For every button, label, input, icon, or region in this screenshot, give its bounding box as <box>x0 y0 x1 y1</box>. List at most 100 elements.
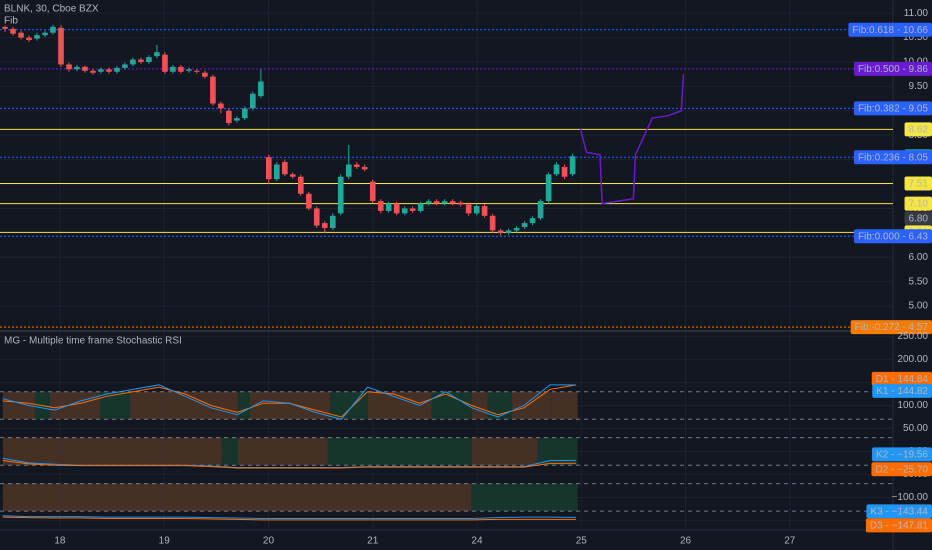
candle-body <box>26 37 32 41</box>
candle-body <box>409 208 416 211</box>
candle-body <box>313 208 320 226</box>
candle-body <box>170 66 176 72</box>
candle-body <box>561 166 568 177</box>
candle-body <box>218 103 224 109</box>
x-tick-label: 25 <box>576 536 588 547</box>
price-tag: Fib:-0.272 - 4.57 <box>850 320 932 335</box>
price-tag: Fib:0.500 - 9.86 <box>853 61 932 76</box>
candle-body <box>274 164 280 180</box>
tag-box <box>871 462 932 477</box>
y-tick-label: 50.00 <box>903 423 928 434</box>
tag-label: 6.80 <box>909 213 929 224</box>
candle-body <box>401 208 408 214</box>
tag-box <box>853 101 932 116</box>
tag-box <box>866 504 932 519</box>
candle-body <box>385 203 392 211</box>
candle-body <box>433 201 440 204</box>
price-tag: D2 - −25.70 <box>871 462 932 477</box>
y-tick-label: 5.50 <box>909 276 929 287</box>
zone <box>49 391 100 420</box>
candle-body <box>537 201 544 219</box>
zone <box>327 437 472 466</box>
zone <box>471 391 488 420</box>
candle-body <box>282 162 288 175</box>
y-tick-label: 11.00 <box>904 8 929 19</box>
tag-label: Fib:0.618 - 10.66 <box>852 25 928 36</box>
candle-body <box>497 230 504 233</box>
candle-body <box>449 201 456 204</box>
candle-body <box>529 218 536 224</box>
candle-body <box>146 57 152 62</box>
x-tick-label: 18 <box>54 536 66 547</box>
price-tag: Fib:0.382 - 9.05 <box>853 101 932 116</box>
candle-body <box>481 206 488 216</box>
candle-body <box>425 201 432 204</box>
price-tag: 7.10 <box>904 196 932 211</box>
candle-body <box>297 176 304 194</box>
candle-body <box>138 59 144 62</box>
tag-box <box>872 383 932 398</box>
stoch-line <box>2 460 577 469</box>
tag-label: 7.51 <box>909 179 929 190</box>
zone <box>471 483 578 512</box>
candle-body <box>241 108 248 119</box>
tag-box <box>853 61 932 76</box>
candle-body <box>417 203 424 211</box>
candle-body <box>553 164 560 175</box>
projection-line <box>579 74 685 205</box>
candle-body <box>321 223 328 228</box>
candle-body <box>369 181 376 202</box>
price-tag: K3 - −143.44 <box>866 504 932 519</box>
candle-body <box>74 66 80 70</box>
candle-body <box>194 70 200 72</box>
price-tag: 6.80 <box>904 211 932 226</box>
candle-body <box>226 110 232 124</box>
candle-body <box>130 59 136 65</box>
stoch-line <box>2 515 577 520</box>
y-tick-label: 100.00 <box>897 400 928 411</box>
candle-body <box>306 193 312 209</box>
tag-box <box>848 22 932 37</box>
zone <box>99 391 130 420</box>
price-tag: 7.51 <box>904 176 932 191</box>
tag-box <box>904 176 932 191</box>
candle-body <box>90 70 96 73</box>
price-tag: K2 - −19.56 <box>872 447 932 462</box>
x-tick-label: 21 <box>367 536 379 547</box>
chart-title: BLNK, 30, Cboe BZX <box>4 4 99 15</box>
tag-box <box>904 196 932 211</box>
tag-label: D3 - −147.81 <box>870 520 929 531</box>
chart-subtitle: Fib <box>4 16 18 27</box>
candle-body <box>545 174 552 202</box>
candle-body <box>489 215 496 231</box>
tag-label: K1 - 144.82 <box>876 386 928 397</box>
candle-body <box>250 93 256 109</box>
chart-title: MG - Multiple time frame Stochastic RSI <box>4 336 182 347</box>
price-tag: D3 - −147.81 <box>865 518 932 533</box>
zone <box>471 437 538 466</box>
candle-body <box>210 76 216 104</box>
y-tick-label: −100.00 <box>892 492 929 503</box>
candle-body <box>234 118 240 121</box>
tag-label: 7.10 <box>909 199 929 210</box>
candle-body <box>10 28 16 34</box>
y-tick-label: 200.00 <box>897 354 928 365</box>
candle-body <box>98 69 104 72</box>
stoch-line <box>2 384 577 420</box>
x-tick-label: 26 <box>680 536 692 547</box>
candle-body <box>505 230 512 233</box>
zone <box>537 437 578 466</box>
tag-label: Fib:0.000 - 6.43 <box>858 231 928 242</box>
candle-body <box>353 164 360 167</box>
y-tick-label: 250.00 <box>897 331 928 342</box>
y-tick-label: 5.00 <box>909 301 929 312</box>
zone <box>221 437 238 466</box>
price-tag: 8.62 <box>904 122 932 137</box>
candle-body <box>66 64 72 70</box>
tag-label: Fib:0.236 - 8.05 <box>858 152 928 163</box>
zone <box>237 437 328 466</box>
x-tick-label: 20 <box>263 536 275 547</box>
zone <box>237 391 250 420</box>
candle-body <box>58 27 64 65</box>
